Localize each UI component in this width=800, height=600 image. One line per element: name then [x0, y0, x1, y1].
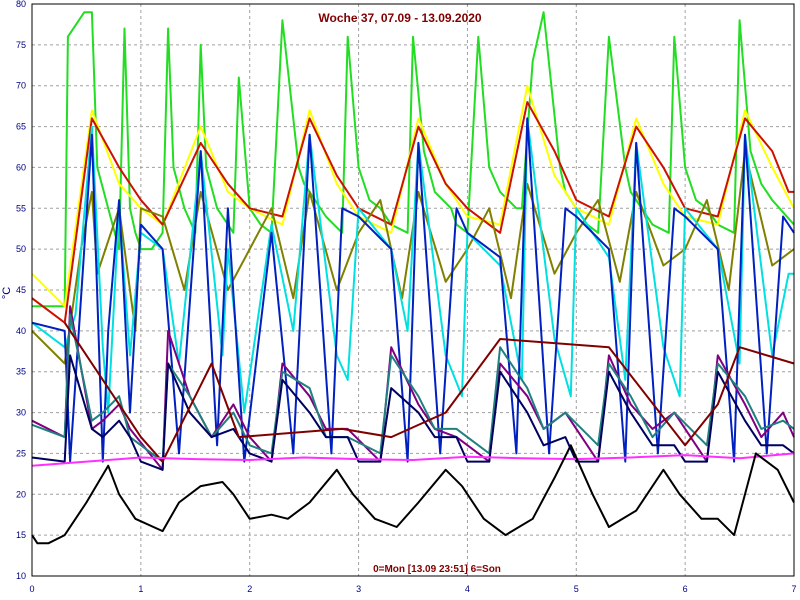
- y-tick-label: 80: [16, 0, 26, 9]
- series-line-10: [63, 322, 795, 463]
- y-tick-label: 25: [16, 448, 26, 458]
- chart-title: Woche 37, 07.09 - 13.09.2020: [318, 11, 482, 25]
- x-tick-label: 4: [465, 584, 470, 594]
- series-lines: [31, 11, 795, 545]
- series-line-1: [32, 11, 795, 308]
- y-axis-label: °C: [1, 287, 13, 299]
- x-tick-labels: 0 1 2 3 4 5 6 7: [29, 584, 796, 594]
- series-line-5: [31, 117, 794, 414]
- series-line-7: [31, 305, 795, 471]
- y-tick-label: 60: [16, 162, 26, 172]
- series-line-3: [31, 101, 794, 324]
- series-line-9: [31, 354, 795, 471]
- x-tick-label: 6: [683, 584, 688, 594]
- x-tick-label: 2: [247, 584, 252, 594]
- y-tick-label: 75: [16, 40, 26, 50]
- x-tick-label: 5: [574, 584, 579, 594]
- series-line-12: [31, 444, 795, 545]
- plot-frame: [31, 3, 795, 577]
- y-tick-label: 40: [16, 326, 26, 336]
- y-tick-labels: 10 15 20 25 30 35 40 45 50 55 60 65 70 75 80: [16, 0, 26, 581]
- y-tick-label: 10: [16, 571, 26, 581]
- y-tick-label: 15: [16, 530, 26, 540]
- y-tick-label: 35: [16, 367, 26, 377]
- x-tick-label: 3: [356, 584, 361, 594]
- y-tick-label: 50: [16, 244, 26, 254]
- y-tick-label: 20: [16, 489, 26, 499]
- series-line-11: [31, 452, 795, 467]
- y-tick-label: 45: [16, 285, 26, 295]
- y-tick-label: 30: [16, 408, 26, 418]
- x-tick-label: 7: [791, 584, 796, 594]
- x-tick-label: 1: [138, 584, 143, 594]
- y-tick-label: 55: [16, 203, 26, 213]
- series-line-6: [31, 117, 795, 463]
- y-tick-label: 65: [16, 122, 26, 132]
- series-line-2: [31, 84, 795, 308]
- x-tick-label: 0: [29, 584, 34, 594]
- x-axis-caption: 0=Mon [13.09 23:51] 6=Son: [373, 564, 501, 575]
- y-tick-label: 70: [16, 81, 26, 91]
